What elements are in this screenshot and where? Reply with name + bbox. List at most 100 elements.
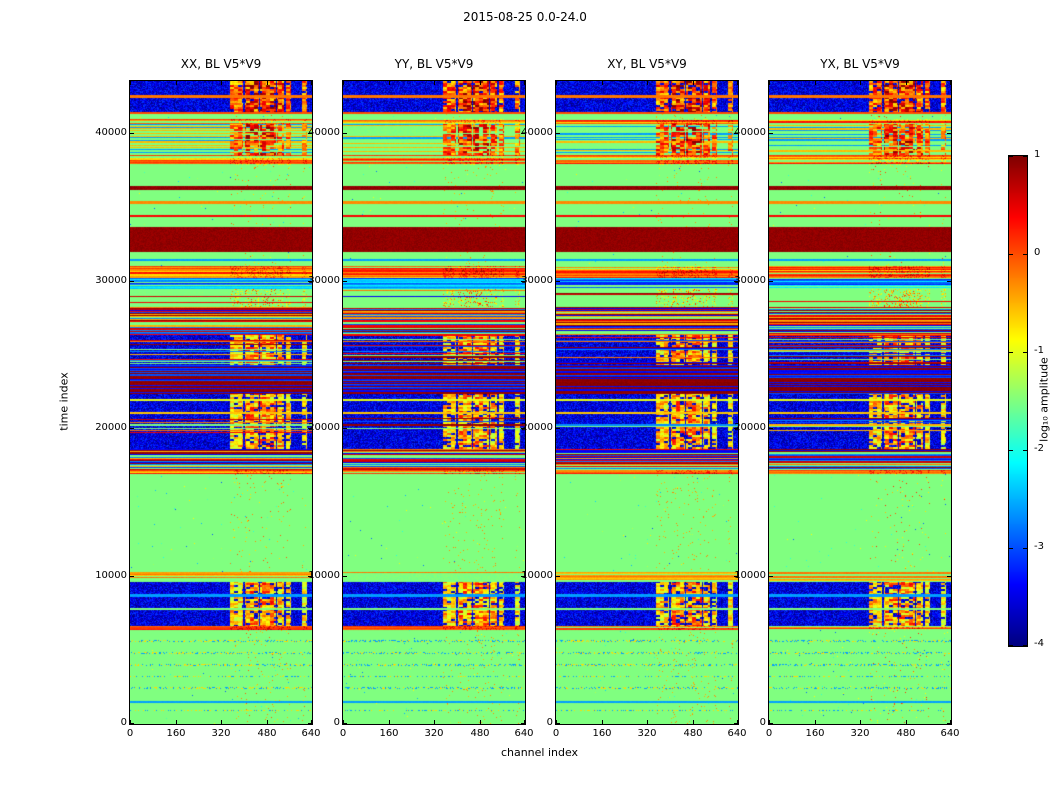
y-tick [343,576,347,577]
y-tick [769,133,773,134]
y-tick-label: 20000 [734,422,766,433]
colorbar-tick [1023,450,1027,451]
x-tick-label: 160 [592,728,612,739]
x-tick [524,720,525,724]
y-tick-label: 10000 [95,570,127,581]
x-tick [343,81,344,85]
y-tick-label: 0 [120,717,127,728]
x-tick-label: 320 [850,728,870,739]
y-tick-label: 10000 [734,570,766,581]
y-tick [343,723,347,724]
heatmap-yy [343,81,525,724]
y-tick [947,576,951,577]
x-tick [906,81,907,85]
y-tick [734,133,738,134]
colorbar [1008,155,1028,647]
panel-title-yy: YY, BL V5*V9 [394,57,474,71]
colorbar-tick [1023,645,1027,646]
y-tick-label: 20000 [521,422,553,433]
x-tick [389,720,390,724]
x-tick [860,720,861,724]
x-tick-label: 640 [301,728,321,739]
x-tick-label: 480 [470,728,490,739]
y-tick [947,133,951,134]
y-tick [769,576,773,577]
x-tick [311,720,312,724]
x-tick [693,81,694,85]
y-tick [556,281,560,282]
y-tick [521,576,525,577]
y-tick [556,576,560,577]
y-tick [947,723,951,724]
x-tick [647,720,648,724]
x-tick [815,720,816,724]
x-tick [602,81,603,85]
colorbar-tick-label: 0 [1034,247,1041,258]
y-tick [521,723,525,724]
y-tick [734,281,738,282]
y-tick [521,428,525,429]
colorbar-tick [1009,548,1013,549]
y-tick [556,723,560,724]
y-tick [769,281,773,282]
y-tick [556,428,560,429]
x-tick [737,81,738,85]
colorbar-tick-label: -3 [1034,541,1044,552]
y-tick-label: 10000 [521,570,553,581]
colorbar-tick-label: 1 [1034,149,1041,160]
heatmap-yx [769,81,951,724]
x-tick [267,81,268,85]
y-tick-label: 10000 [308,570,340,581]
x-tick [860,81,861,85]
x-tick [434,720,435,724]
heatmap-xx [130,81,312,724]
y-tick [130,576,134,577]
x-tick [480,81,481,85]
y-tick-label: 30000 [308,275,340,286]
x-tick [221,81,222,85]
x-tick [130,81,131,85]
colorbar-tick-label: -1 [1034,345,1044,356]
x-tick [434,81,435,85]
x-tick [647,81,648,85]
heatmap-xy [556,81,738,724]
colorbar-tick [1009,254,1013,255]
x-tick [176,81,177,85]
x-tick-label: 0 [126,728,134,739]
x-tick-label: 480 [896,728,916,739]
figure-title: 2015-08-25 0.0-24.0 [463,10,587,24]
y-tick [130,428,134,429]
x-tick [602,720,603,724]
x-tick-label: 640 [940,728,960,739]
y-tick [734,576,738,577]
x-tick [693,720,694,724]
y-tick [130,133,134,134]
y-tick [343,133,347,134]
y-tick-label: 30000 [95,275,127,286]
y-tick [521,133,525,134]
x-tick [267,720,268,724]
y-axis-label: time index [57,372,71,431]
panel-xx: XX, BL V5*V9 0 160 320 480 640 0 10000 20000 300… [95,57,320,739]
y-tick-label: 40000 [521,127,553,138]
colorbar-tick [1009,645,1013,646]
panel-xy: XY, BL V5*V9 0 160 320 480 640 0 10000 20000 300… [521,57,746,739]
y-tick-label: 30000 [521,275,553,286]
y-tick [308,428,312,429]
panel-title-xy: XY, BL V5*V9 [607,57,687,71]
x-tick [769,720,770,724]
x-tick [176,720,177,724]
x-tick-label: 0 [552,728,560,739]
x-tick [343,720,344,724]
y-tick [343,428,347,429]
colorbar-tick-label: -4 [1034,638,1044,649]
x-tick-label: 480 [683,728,703,739]
x-tick [737,720,738,724]
y-tick [947,428,951,429]
colorbar-tick [1023,352,1027,353]
y-tick-label: 40000 [734,127,766,138]
y-tick [308,133,312,134]
x-tick [556,81,557,85]
colorbar-tick [1009,450,1013,451]
x-tick [950,81,951,85]
